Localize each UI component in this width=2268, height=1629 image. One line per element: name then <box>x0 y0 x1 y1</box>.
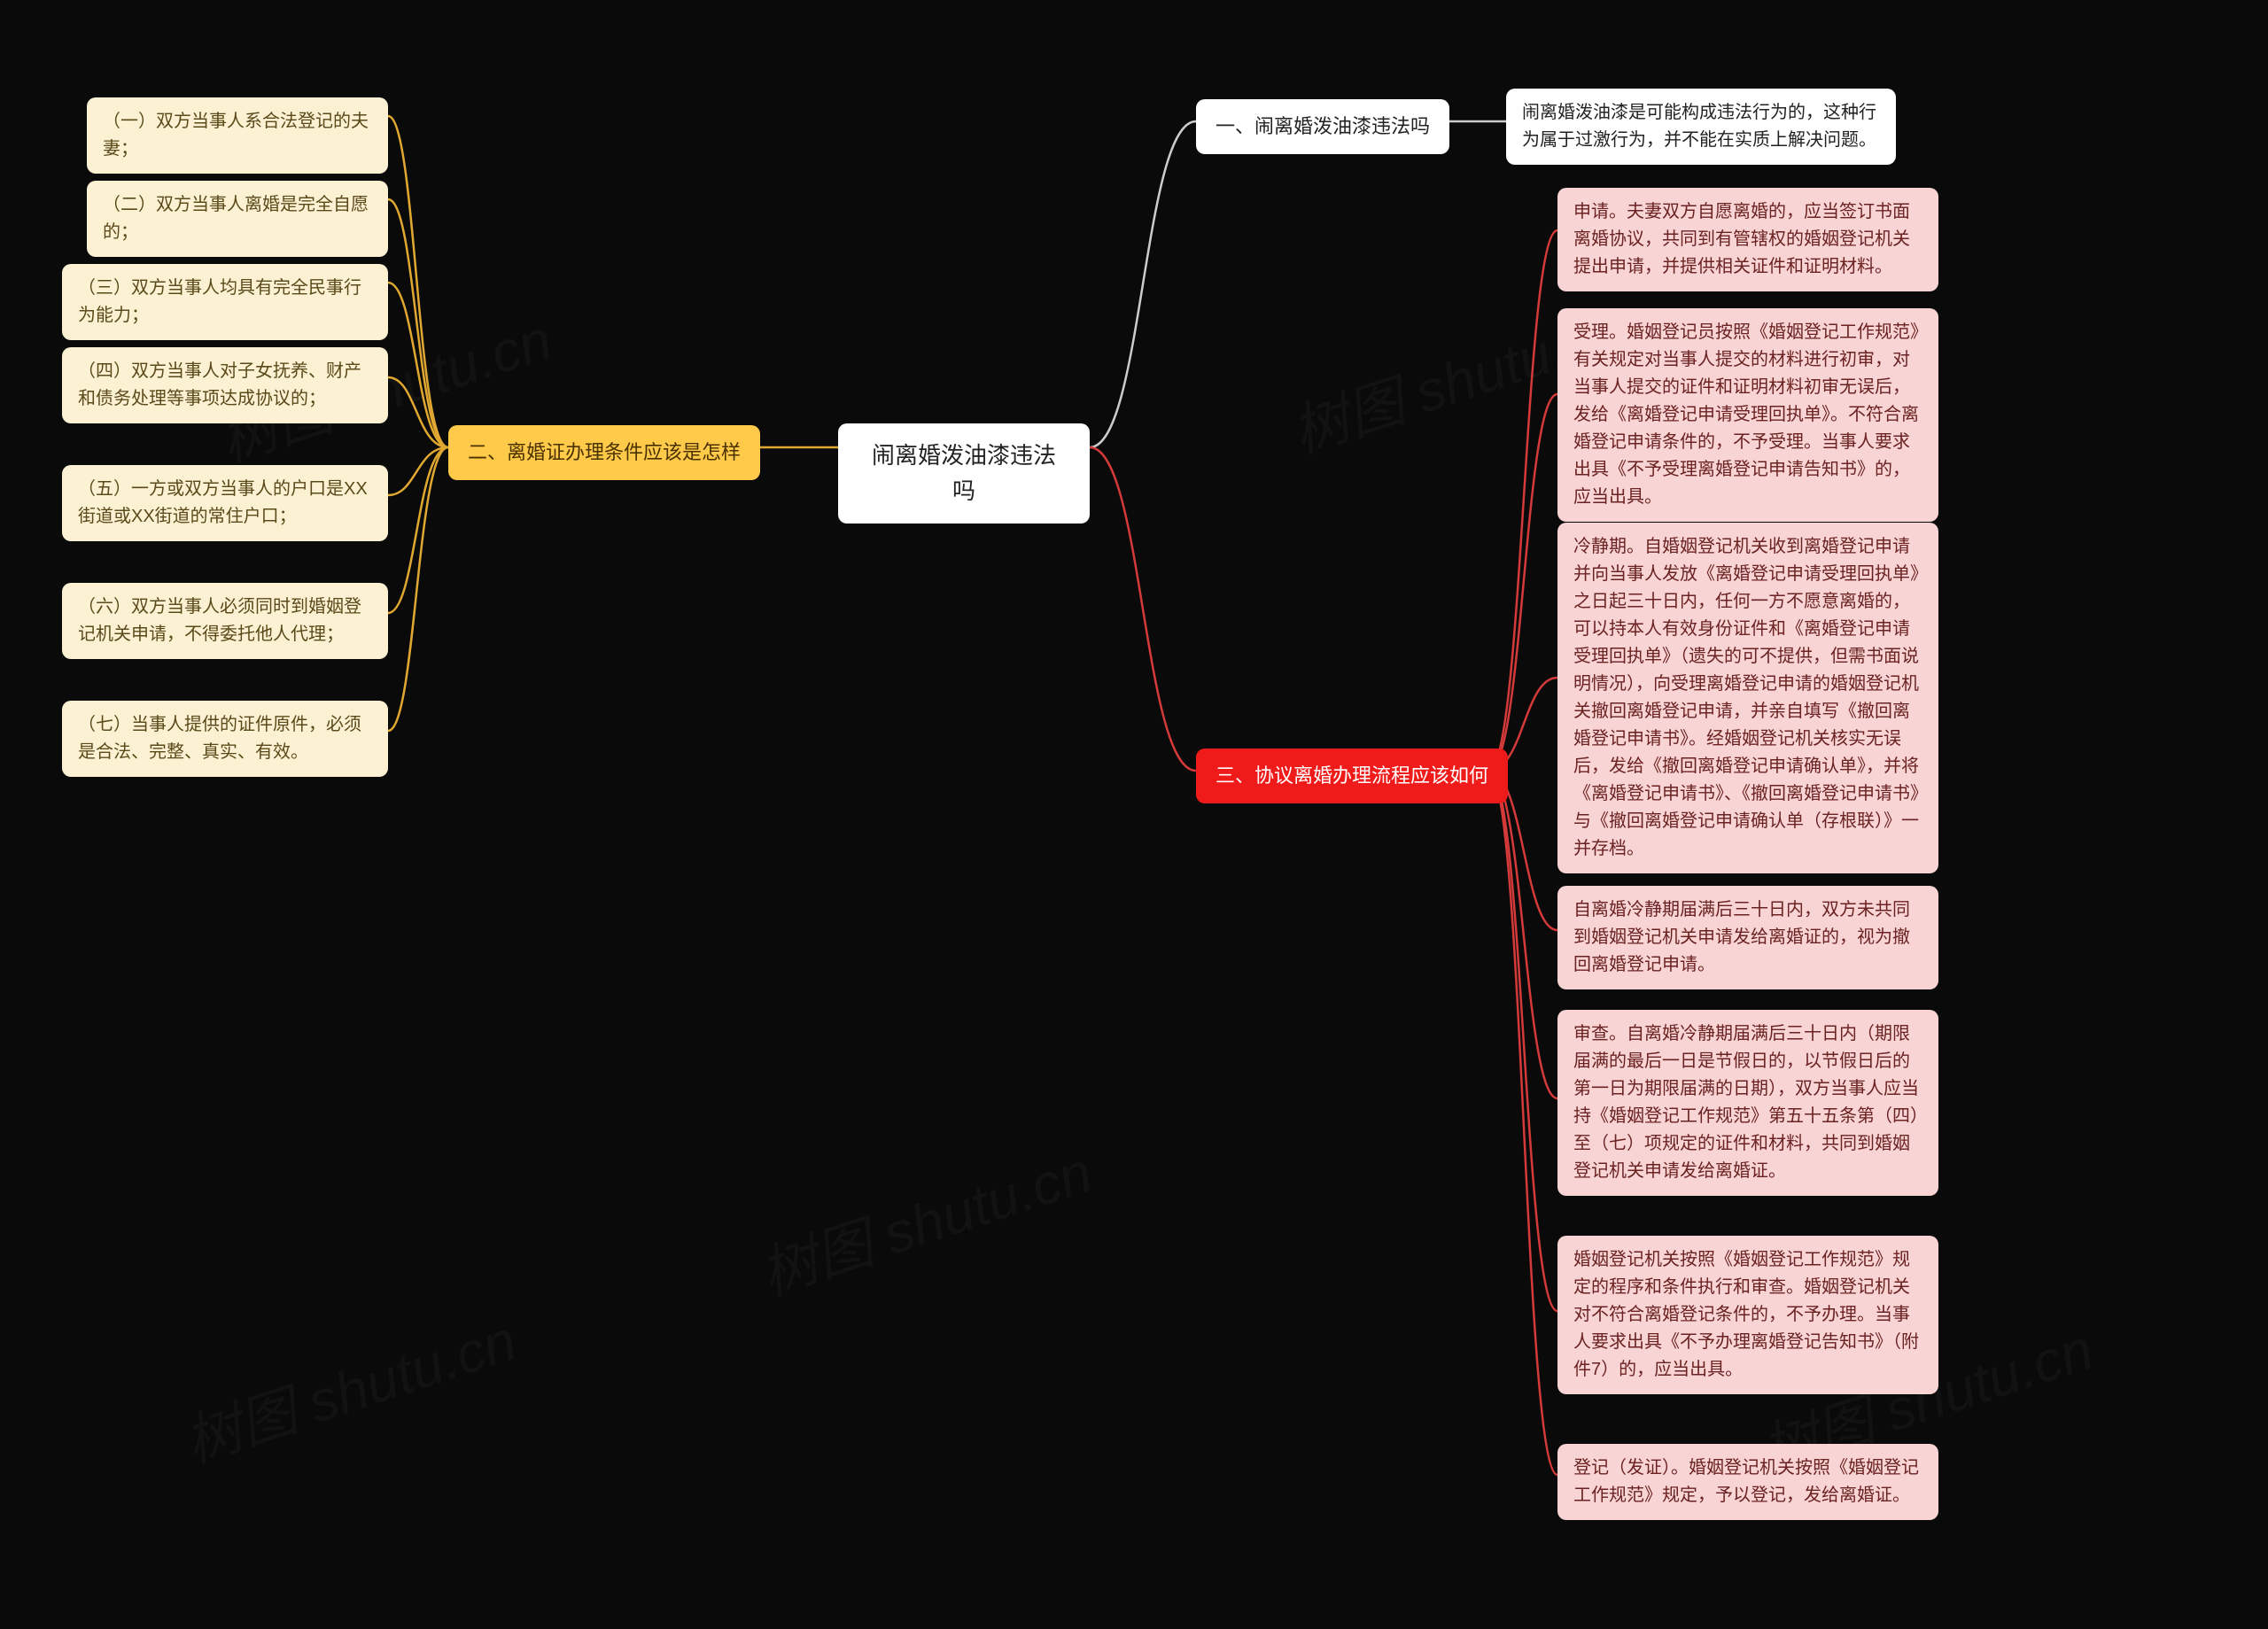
branch-3[interactable]: 三、协议离婚办理流程应该如何 <box>1196 749 1508 803</box>
branch-2-item-4: （四）双方当事人对子女抚养、财产和债务处理等事项达成协议的； <box>62 347 388 423</box>
branch-2-item-5: （五）一方或双方当事人的户口是XX街道或XX街道的常住户口； <box>62 465 388 541</box>
branch-3-item-3: 冷静期。自婚姻登记机关收到离婚登记申请并向当事人发放《离婚登记申请受理回执单》之… <box>1557 523 1938 873</box>
branch-3-item-2: 受理。婚姻登记员按照《婚姻登记工作规范》有关规定对当事人提交的材料进行初审，对当… <box>1557 308 1938 522</box>
branch-3-item-1: 申请。夫妻双方自愿离婚的，应当签订书面离婚协议，共同到有管辖权的婚姻登记机关提出… <box>1557 188 1938 291</box>
root-node[interactable]: 闹离婚泼油漆违法吗 <box>838 423 1090 524</box>
branch-3-item-5: 审查。自离婚冷静期届满后三十日内（期限届满的最后一日是节假日的，以节假日后的第一… <box>1557 1010 1938 1196</box>
branch-3-item-6: 婚姻登记机关按照《婚姻登记工作规范》规定的程序和条件执行和审查。婚姻登记机关对不… <box>1557 1236 1938 1394</box>
branch-1-detail: 闹离婚泼油漆是可能构成违法行为的，这种行为属于过激行为，并不能在实质上解决问题。 <box>1506 89 1896 165</box>
branch-3-item-4: 自离婚冷静期届满后三十日内，双方未共同到婚姻登记机关申请发给离婚证的，视为撤回离… <box>1557 886 1938 989</box>
branch-2-item-2: （二）双方当事人离婚是完全自愿的； <box>87 181 388 257</box>
branch-2-item-3: （三）双方当事人均具有完全民事行为能力； <box>62 264 388 340</box>
branch-3-item-7: 登记（发证）。婚姻登记机关按照《婚姻登记工作规范》规定，予以登记，发给离婚证。 <box>1557 1444 1938 1520</box>
branch-2[interactable]: 二、离婚证办理条件应该是怎样 <box>448 425 760 480</box>
branch-2-item-6: （六）双方当事人必须同时到婚姻登记机关申请，不得委托他人代理； <box>62 583 388 659</box>
watermark: 树图 shutu.cn <box>749 1127 1100 1310</box>
watermark: 树图 shutu.cn <box>173 1295 524 1478</box>
branch-2-item-1: （一）双方当事人系合法登记的夫妻； <box>87 97 388 174</box>
branch-1[interactable]: 一、闹离婚泼油漆违法吗 <box>1196 99 1449 154</box>
branch-2-item-7: （七）当事人提供的证件原件，必须是合法、完整、真实、有效。 <box>62 701 388 777</box>
